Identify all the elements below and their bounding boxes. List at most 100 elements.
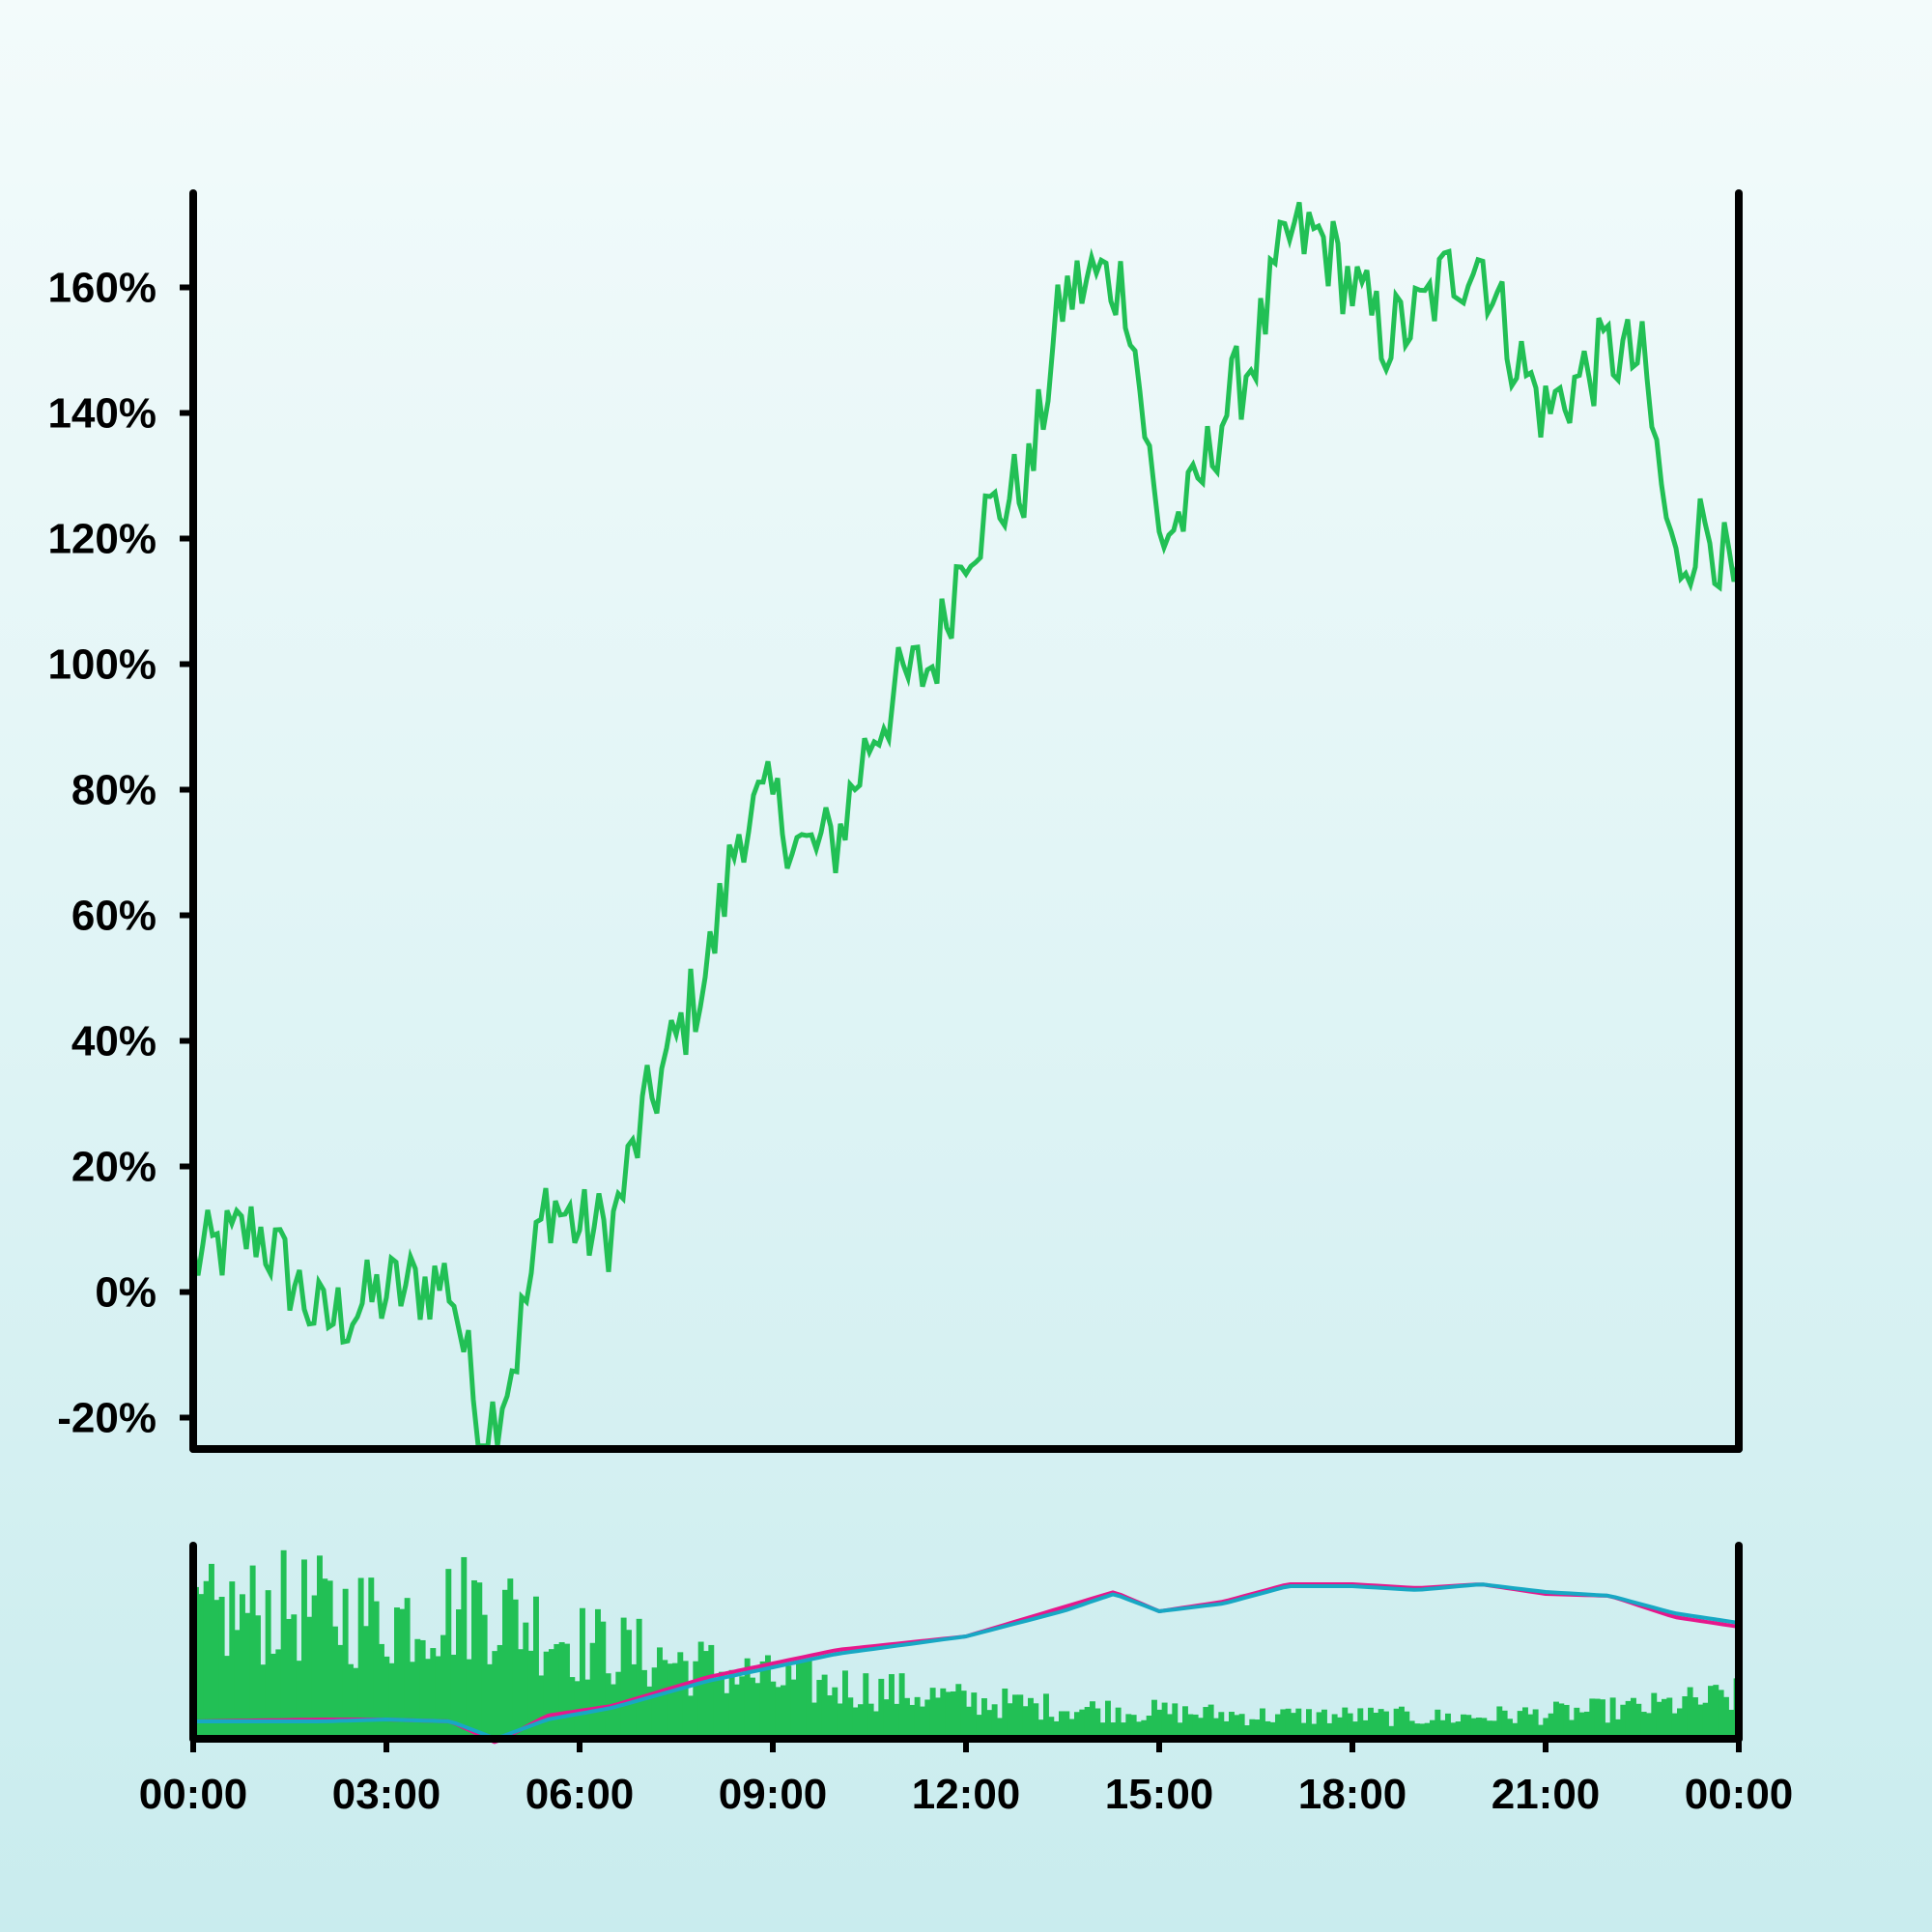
volume-bar <box>600 1621 607 1739</box>
volume-bar <box>353 1667 359 1739</box>
volume-bar <box>487 1663 493 1739</box>
volume-bar <box>1198 1718 1204 1739</box>
volume-bar <box>1677 1708 1683 1739</box>
volume-bar <box>935 1697 941 1739</box>
volume-bar <box>883 1699 890 1739</box>
volume-bar <box>327 1580 333 1739</box>
volume-bar <box>404 1598 411 1739</box>
volume-bar <box>1037 1719 1044 1739</box>
volume-bar <box>1141 1719 1148 1739</box>
y-tick-label: 20% <box>71 1144 156 1191</box>
volume-bar <box>1646 1713 1652 1739</box>
volume-bar <box>1404 1711 1410 1739</box>
volume-bar <box>311 1595 318 1739</box>
volume-bar <box>348 1663 354 1739</box>
volume-bar <box>1548 1713 1554 1739</box>
volume-bar <box>1574 1707 1580 1739</box>
volume-bar <box>1671 1713 1678 1739</box>
volume-bar <box>1121 1722 1126 1739</box>
volume-bar <box>1470 1718 1477 1739</box>
volume-bar <box>410 1662 415 1739</box>
volume-bar <box>1512 1722 1519 1739</box>
volume-bar <box>317 1555 323 1739</box>
volume-bar <box>781 1685 786 1739</box>
volume-bar <box>1651 1692 1658 1739</box>
volume-bar <box>827 1695 833 1739</box>
volume-bar <box>1476 1718 1482 1739</box>
volume-bar <box>960 1690 967 1739</box>
volume-bar <box>394 1607 400 1739</box>
volume-bar <box>863 1673 869 1739</box>
volume-bar <box>1017 1694 1024 1739</box>
volume-bar <box>1172 1703 1179 1739</box>
volume-bar <box>419 1639 426 1739</box>
volume-bar <box>229 1581 236 1739</box>
volume-bar <box>693 1661 699 1739</box>
volume-bar <box>708 1644 715 1739</box>
volume-bar <box>1300 1722 1307 1739</box>
volume-bar <box>1362 1719 1369 1739</box>
volume-bar <box>1399 1706 1405 1739</box>
volume-bar <box>852 1707 859 1739</box>
volume-bar <box>342 1588 349 1739</box>
volume-bar <box>1455 1721 1462 1739</box>
volume-bar <box>1609 1697 1616 1739</box>
volume-bar <box>1352 1721 1358 1739</box>
volume-bar <box>1430 1719 1435 1739</box>
sub-chart-panel: 00:00 03:00 06:00 09:00 12:00 15:00 18:00 21:00… <box>139 1542 1793 1818</box>
volume-bar <box>384 1656 390 1739</box>
volume-bar <box>1728 1709 1735 1739</box>
volume-bar <box>379 1643 384 1739</box>
volume-bar <box>765 1655 771 1739</box>
volume-bar <box>1662 1698 1667 1739</box>
x-tick-label: 06:00 <box>526 1771 635 1818</box>
volume-bar <box>1002 1688 1009 1739</box>
volume-bar <box>450 1654 457 1739</box>
volume-bar <box>750 1677 755 1739</box>
volume-bar <box>502 1589 508 1739</box>
volume-bar <box>213 1600 220 1739</box>
volume-bar <box>569 1677 576 1739</box>
volume-bar <box>1130 1715 1137 1739</box>
volume-bar <box>744 1658 751 1739</box>
volume-bar <box>1136 1721 1142 1739</box>
volume-bar <box>1043 1693 1049 1739</box>
volume-bar <box>929 1688 936 1739</box>
volume-bar <box>966 1706 972 1739</box>
volume-bar <box>322 1578 328 1739</box>
volume-bar <box>1306 1709 1312 1739</box>
volume-bar <box>1295 1708 1302 1739</box>
volume-bar <box>641 1669 647 1739</box>
volume-bar <box>1558 1703 1565 1739</box>
volume-bar <box>260 1664 267 1739</box>
volume-bar <box>1048 1717 1055 1739</box>
volume-bar <box>951 1690 956 1739</box>
volume-bar <box>218 1597 225 1739</box>
volume-bar <box>1099 1722 1106 1739</box>
volume-bar <box>976 1715 982 1739</box>
volume-bar <box>754 1683 761 1739</box>
y-tick-label: 140% <box>47 390 156 438</box>
volume-bar <box>775 1687 781 1739</box>
volume-bar <box>1291 1713 1296 1739</box>
volume-bar <box>1702 1702 1709 1739</box>
volume-bar <box>332 1626 338 1739</box>
volume-bar <box>1264 1720 1271 1739</box>
volume-bar <box>1368 1707 1374 1739</box>
volume-bar <box>821 1674 828 1739</box>
volume-bar <box>1532 1709 1539 1739</box>
volume-bar <box>1275 1714 1281 1739</box>
volume-bar <box>801 1660 808 1739</box>
volume-bar <box>1697 1704 1704 1739</box>
volume-bar <box>1321 1709 1327 1739</box>
volume-bar <box>1414 1723 1420 1739</box>
volume-bar <box>363 1626 369 1739</box>
volume-bar <box>1260 1708 1265 1739</box>
volume-bar <box>286 1618 292 1739</box>
volume-bar <box>1656 1701 1662 1739</box>
y-tick-label: 160% <box>47 265 156 312</box>
volume-bar <box>388 1662 395 1739</box>
volume-bar <box>589 1642 596 1739</box>
volume-bar <box>538 1675 545 1739</box>
